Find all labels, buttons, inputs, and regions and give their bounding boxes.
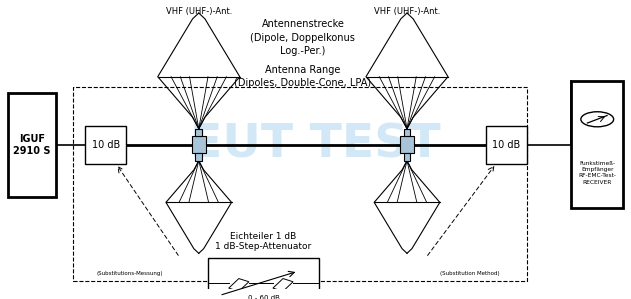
Text: 10 dB: 10 dB bbox=[492, 140, 521, 150]
Text: (Dipole, Doppelkonus: (Dipole, Doppelkonus bbox=[251, 33, 355, 43]
FancyBboxPatch shape bbox=[404, 129, 411, 136]
Text: 10 dB: 10 dB bbox=[91, 140, 120, 150]
FancyBboxPatch shape bbox=[571, 81, 623, 208]
FancyBboxPatch shape bbox=[208, 258, 319, 299]
Text: Log.-Per.): Log.-Per.) bbox=[280, 46, 326, 56]
FancyBboxPatch shape bbox=[8, 93, 56, 197]
Text: (Dipoles, Double-Cone, LPA): (Dipoles, Double-Cone, LPA) bbox=[234, 78, 372, 88]
Text: VHF (UHF-)-Ant.: VHF (UHF-)-Ant. bbox=[374, 7, 440, 16]
Text: VHF (UHF-)-Ant.: VHF (UHF-)-Ant. bbox=[165, 7, 232, 16]
FancyBboxPatch shape bbox=[196, 129, 202, 136]
Text: Antenna Range: Antenna Range bbox=[265, 65, 341, 75]
Text: 1 dB-Step-Attenuator: 1 dB-Step-Attenuator bbox=[215, 242, 312, 251]
FancyBboxPatch shape bbox=[400, 136, 414, 153]
Text: Eichteiler 1 dB: Eichteiler 1 dB bbox=[230, 232, 297, 241]
Text: Antennenstrecke: Antennenstrecke bbox=[261, 19, 345, 29]
FancyBboxPatch shape bbox=[404, 153, 411, 161]
FancyBboxPatch shape bbox=[85, 126, 126, 164]
Text: IGUF
2910 S: IGUF 2910 S bbox=[13, 134, 50, 155]
Text: EUT TEST: EUT TEST bbox=[190, 122, 441, 167]
Text: (Substitutions-Messung): (Substitutions-Messung) bbox=[96, 271, 163, 276]
FancyBboxPatch shape bbox=[192, 136, 206, 153]
Text: 0 - 60 dB: 0 - 60 dB bbox=[247, 295, 280, 299]
Text: (Substitution Method): (Substitution Method) bbox=[440, 271, 500, 276]
FancyBboxPatch shape bbox=[486, 126, 527, 164]
Text: Funkstimeß-
Empfänger
RF-EMC-Test-
RECEIVER: Funkstimeß- Empfänger RF-EMC-Test- RECEI… bbox=[578, 161, 616, 184]
FancyBboxPatch shape bbox=[196, 153, 202, 161]
